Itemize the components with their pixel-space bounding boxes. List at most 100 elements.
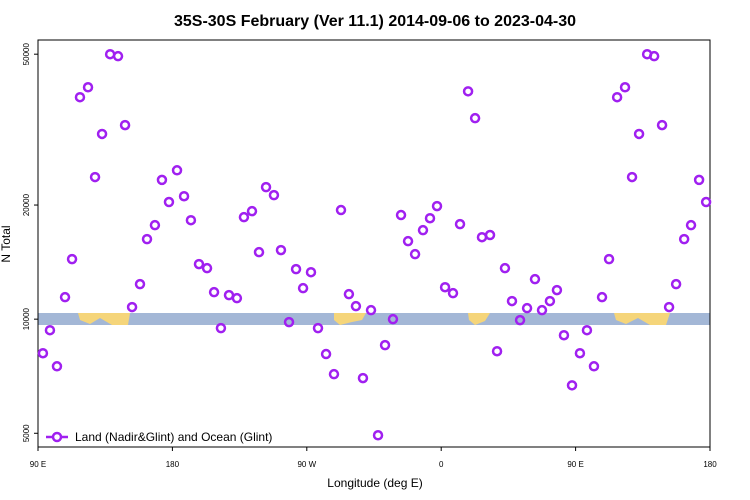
data-point bbox=[626, 171, 638, 183]
data-point bbox=[685, 219, 697, 231]
data-point bbox=[372, 430, 384, 441]
x-tick-label: 0 bbox=[439, 460, 444, 469]
data-point bbox=[193, 258, 205, 270]
map-strip bbox=[38, 313, 710, 325]
data-point bbox=[491, 345, 503, 357]
data-point bbox=[163, 196, 175, 208]
data-point bbox=[558, 329, 570, 341]
y-axis-label: N Total bbox=[0, 225, 13, 262]
legend-marker bbox=[51, 431, 63, 443]
data-point bbox=[633, 128, 645, 140]
data-point bbox=[59, 291, 71, 303]
data-point bbox=[246, 205, 258, 217]
data-point bbox=[357, 372, 369, 384]
data-point bbox=[536, 304, 548, 316]
data-point bbox=[551, 284, 563, 296]
data-point bbox=[663, 301, 675, 313]
y-tick-label: 20000 bbox=[22, 193, 31, 216]
data-point bbox=[506, 295, 518, 307]
data-point bbox=[447, 287, 459, 299]
data-point bbox=[656, 119, 668, 131]
data-point bbox=[119, 119, 131, 131]
data-point bbox=[215, 322, 227, 334]
data-point bbox=[141, 233, 153, 245]
data-point bbox=[409, 248, 421, 260]
data-point bbox=[253, 246, 265, 258]
data-point bbox=[149, 219, 161, 231]
data-point bbox=[566, 380, 578, 391]
x-tick-label: 90 E bbox=[567, 460, 583, 469]
data-point bbox=[484, 229, 496, 241]
data-point bbox=[238, 211, 250, 223]
data-point bbox=[126, 301, 138, 313]
data-point bbox=[603, 253, 615, 265]
data-point bbox=[424, 212, 436, 224]
data-point bbox=[320, 348, 332, 360]
y-tick-label: 5000 bbox=[22, 424, 31, 442]
data-point bbox=[51, 361, 63, 372]
data-point bbox=[231, 292, 243, 304]
data-point bbox=[171, 165, 183, 176]
data-point bbox=[260, 181, 272, 193]
data-point bbox=[529, 273, 541, 285]
data-point bbox=[521, 302, 533, 314]
data-point bbox=[185, 214, 197, 226]
data-point bbox=[156, 174, 168, 186]
data-point bbox=[112, 50, 124, 62]
data-point bbox=[66, 253, 78, 265]
data-point bbox=[134, 278, 146, 290]
x-tick-label: 180 bbox=[703, 460, 717, 469]
data-point bbox=[648, 50, 660, 62]
data-point bbox=[365, 304, 377, 316]
y-tick-label: 50000 bbox=[22, 43, 31, 66]
data-point bbox=[178, 190, 190, 202]
data-point bbox=[305, 266, 317, 278]
data-point bbox=[469, 112, 481, 124]
data-point bbox=[268, 189, 280, 201]
data-point bbox=[514, 314, 526, 326]
data-point bbox=[700, 196, 712, 208]
data-point bbox=[335, 204, 347, 216]
data-point bbox=[89, 171, 101, 183]
data-point bbox=[37, 347, 49, 359]
x-tick-label: 90 E bbox=[30, 460, 46, 469]
data-point bbox=[462, 86, 474, 97]
chart-title: 35S-30S February (Ver 11.1) 2014-09-06 t… bbox=[174, 13, 576, 30]
data-point bbox=[619, 82, 631, 93]
land-patch bbox=[334, 313, 366, 325]
x-axis-label: Longitude (deg E) bbox=[327, 476, 422, 490]
data-point bbox=[574, 347, 586, 359]
data-point bbox=[82, 82, 94, 93]
land-patch bbox=[468, 313, 490, 325]
data-point bbox=[439, 281, 451, 293]
data-point bbox=[275, 244, 287, 256]
ocean-band bbox=[38, 313, 710, 325]
data-point bbox=[402, 235, 414, 247]
plot-frame bbox=[37, 39, 711, 448]
legend-label: Land (Nadir&Glint) and Ocean (Glint) bbox=[75, 430, 272, 444]
data-point bbox=[596, 291, 608, 303]
data-point bbox=[476, 231, 488, 243]
data-point bbox=[283, 316, 295, 328]
data-point bbox=[693, 174, 705, 186]
data-point bbox=[417, 224, 429, 236]
x-tick-label: 90 W bbox=[297, 460, 316, 469]
data-point bbox=[96, 128, 108, 140]
land-patch bbox=[614, 313, 670, 325]
data-point bbox=[544, 295, 556, 307]
data-point bbox=[588, 361, 600, 372]
data-point bbox=[343, 288, 355, 300]
data-point bbox=[201, 262, 213, 274]
land-patch bbox=[78, 313, 130, 325]
data-point bbox=[387, 313, 399, 325]
data-point bbox=[208, 286, 220, 298]
data-point bbox=[395, 209, 407, 221]
data-point bbox=[499, 262, 511, 274]
data-point bbox=[44, 324, 56, 336]
data-point bbox=[581, 324, 593, 336]
data-point bbox=[74, 91, 86, 103]
data-point bbox=[454, 218, 466, 230]
data-point bbox=[670, 278, 682, 290]
data-point bbox=[290, 263, 302, 275]
data-point bbox=[379, 339, 391, 351]
